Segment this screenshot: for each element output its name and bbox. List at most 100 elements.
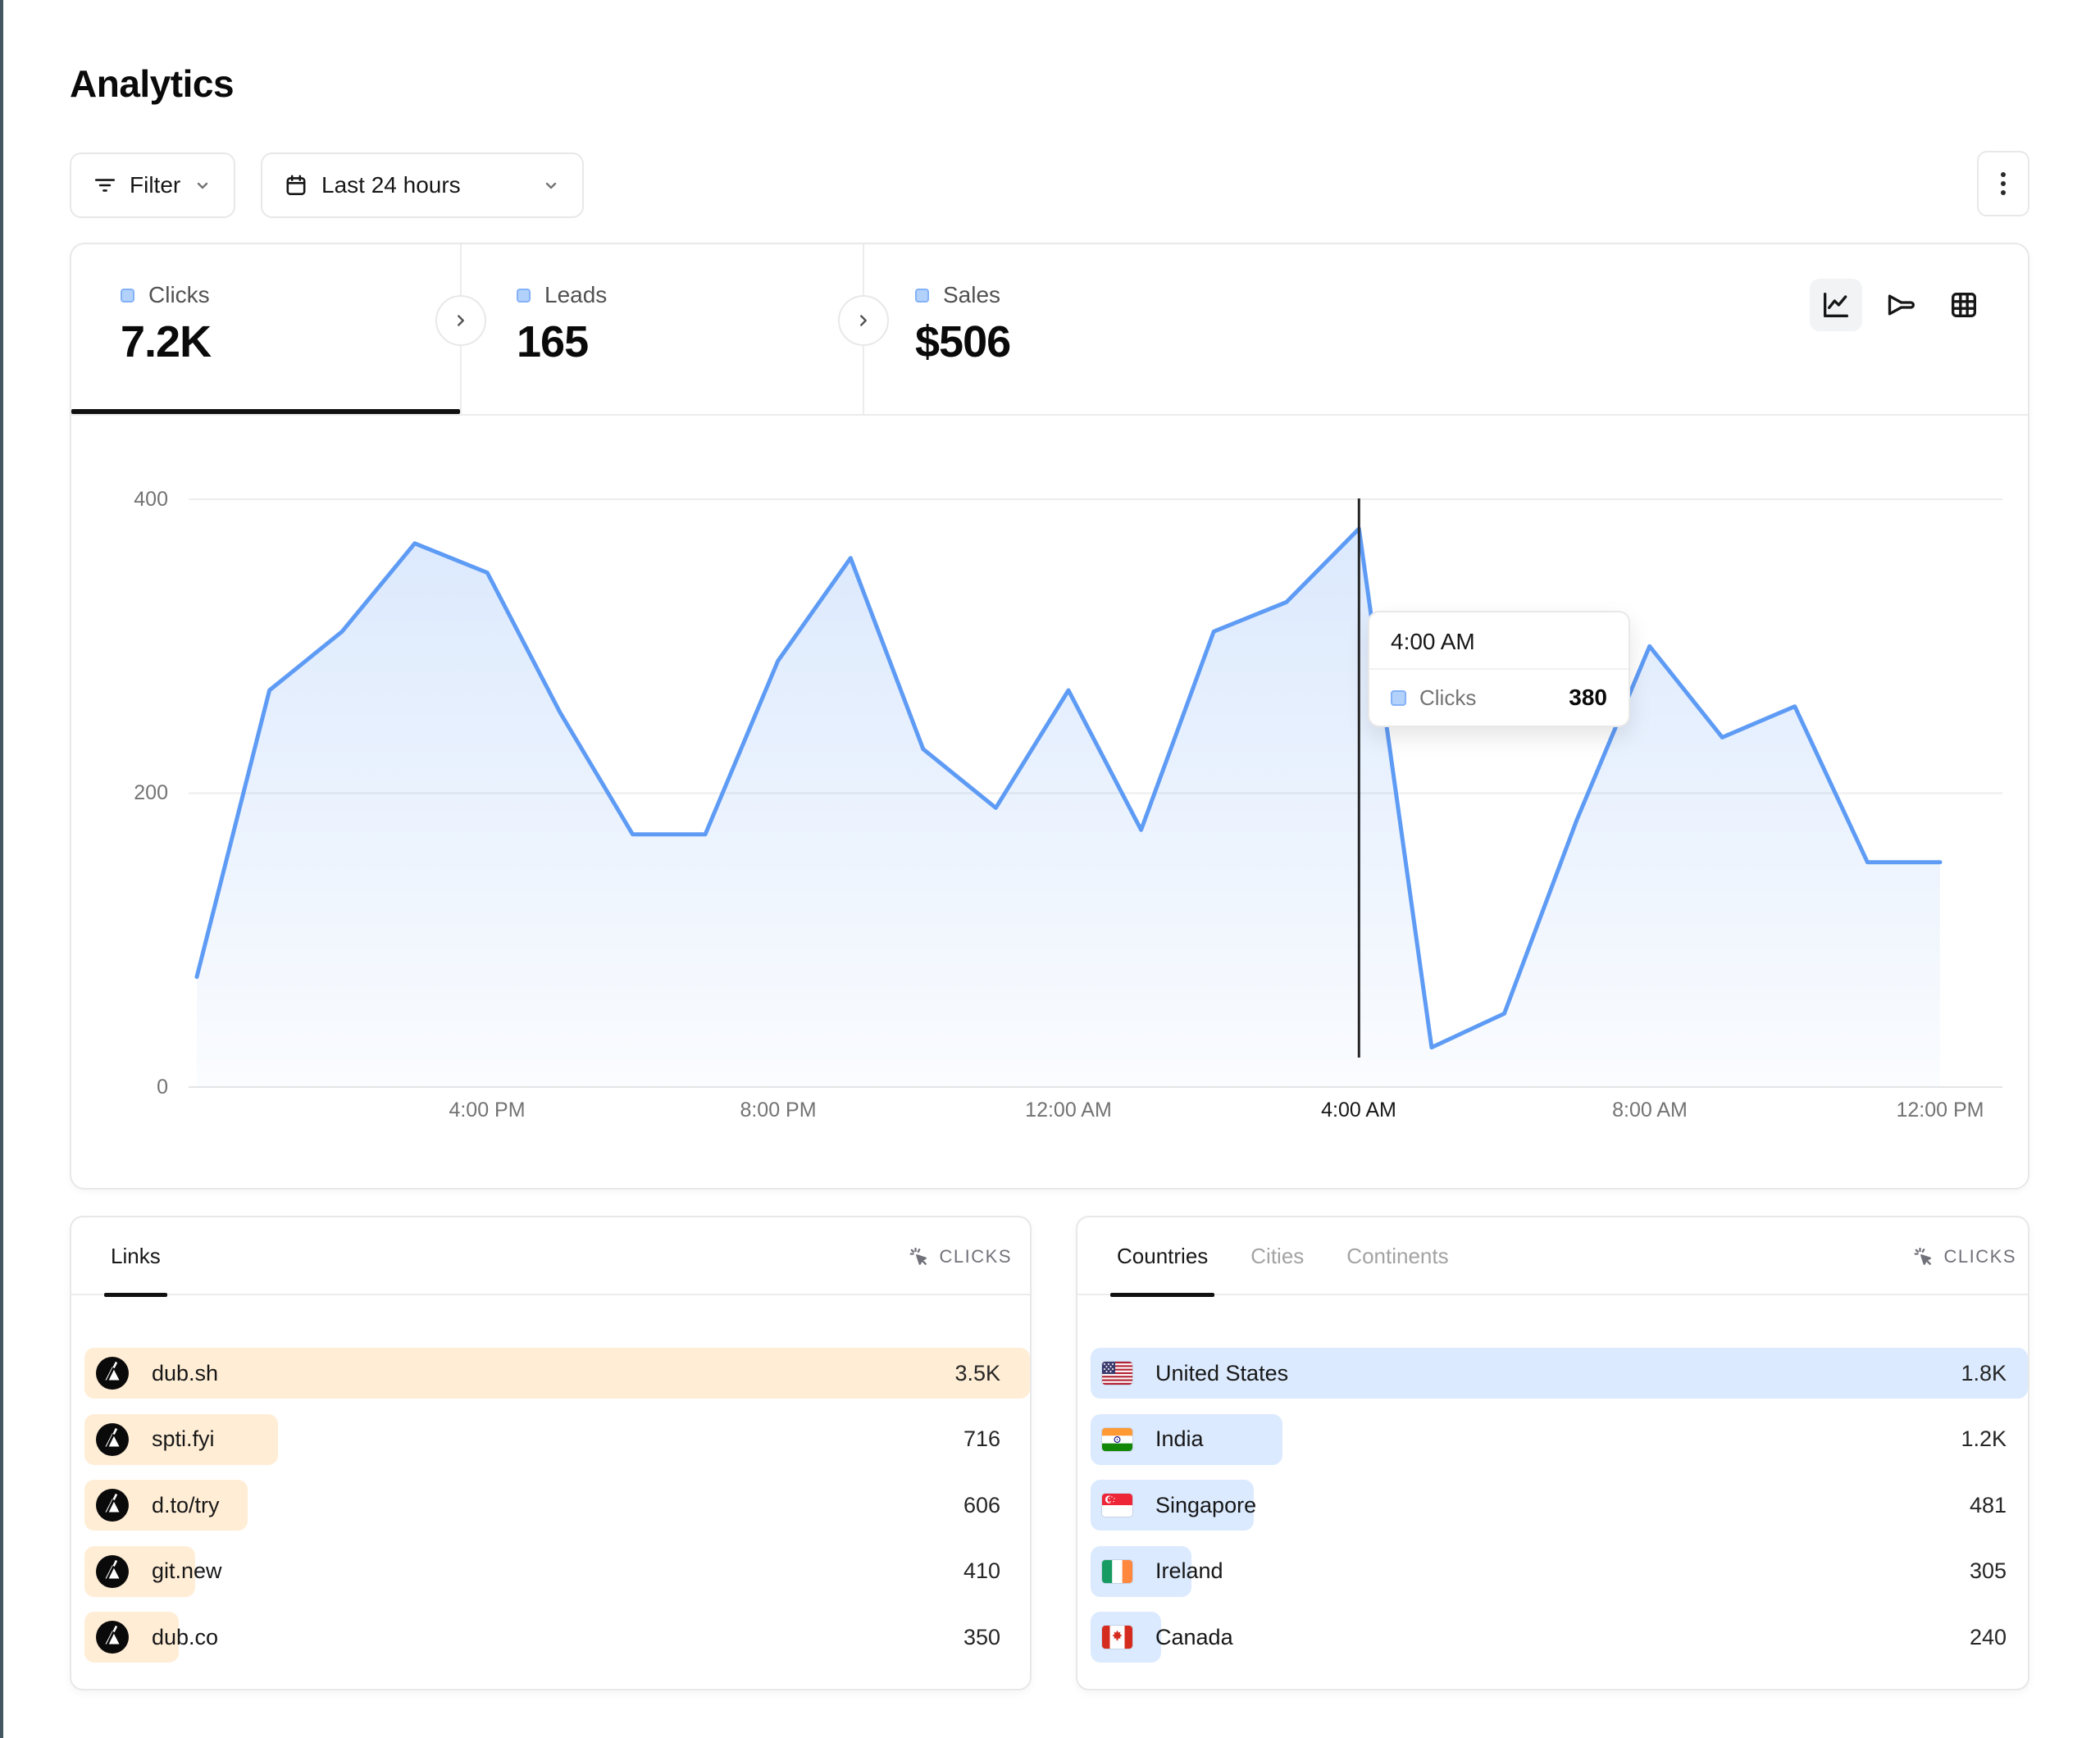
tooltip-time: 4:00 AM (1369, 612, 1629, 670)
tab-leads[interactable]: Leads 165 (462, 244, 863, 416)
country-row[interactable]: Ireland 305 (1091, 1545, 2028, 1597)
left-edge-divider (0, 0, 3, 1738)
tooltip-series-label: Clicks (1419, 685, 1477, 710)
x-tick: 12:00 AM (1025, 1099, 1112, 1122)
stat-value: $506 (915, 317, 1011, 366)
page-title: Analytics (70, 62, 235, 105)
flag-singapore-icon (1102, 1494, 1132, 1517)
clicks-line (194, 526, 1943, 1050)
chevron-right-icon (452, 312, 470, 330)
filter-button-label: Filter (130, 172, 181, 198)
link-clicks-value: 410 (963, 1558, 1000, 1583)
geo-metric-button[interactable]: CLICKS (1911, 1217, 2016, 1295)
y-tick-400: 400 (134, 488, 168, 511)
country-clicks-value: 240 (1969, 1624, 2007, 1649)
kebab-menu-icon (1992, 170, 2015, 198)
country-row[interactable]: Singapore 481 (1091, 1480, 2028, 1531)
country-row[interactable]: Canada 240 (1091, 1612, 2028, 1663)
table-view-button[interactable] (1938, 279, 1990, 331)
filter-button[interactable]: Filter (70, 152, 236, 218)
dub-logo-icon (96, 1621, 129, 1654)
link-row[interactable]: d.to/try 606 (84, 1480, 1030, 1531)
cursor-click-icon (1911, 1245, 1934, 1268)
stat-label: Sales (943, 282, 1001, 307)
line-chart-icon (1820, 289, 1852, 321)
x-tick-hovered: 4:00 AM (1321, 1099, 1396, 1122)
dub-logo-icon (96, 1357, 129, 1390)
country-clicks-value: 481 (1969, 1492, 2007, 1517)
chevron-down-icon (193, 175, 212, 195)
links-rows: dub.sh 3.5K spti.fyi 716 d.to/try 606 (84, 1348, 1030, 1678)
stat-value: 7.2K (121, 317, 212, 366)
tooltip-value: 380 (1569, 685, 1607, 710)
x-tick: 12:00 PM (1896, 1099, 1984, 1122)
chart-view-switcher (1810, 279, 1990, 331)
flag-ireland-icon (1102, 1559, 1132, 1583)
stat-value: 165 (517, 317, 589, 366)
x-tick: 8:00 PM (740, 1099, 817, 1122)
links-metric-button[interactable]: CLICKS (907, 1217, 1012, 1295)
x-tick: 8:00 AM (1612, 1099, 1688, 1122)
line-chart-view-button[interactable] (1810, 279, 1862, 331)
link-row[interactable]: spti.fyi 716 (84, 1413, 1030, 1465)
leads-legend-swatch (517, 288, 531, 303)
chart-tooltip: 4:00 AM Clicks 380 (1368, 611, 1630, 727)
country-clicks-value: 1.2K (1961, 1426, 2007, 1451)
flag-india-icon (1102, 1427, 1132, 1451)
geo-panel: Countries Cities Continents CLICKS (1076, 1216, 2029, 1690)
tab-sales[interactable]: Sales $506 (864, 244, 1253, 416)
clicks-legend-swatch (121, 288, 134, 303)
link-clicks-value: 3.5K (954, 1360, 1000, 1385)
y-tick-0: 0 (157, 1076, 168, 1099)
flag-us-icon (1102, 1362, 1132, 1385)
more-menu-button[interactable] (1977, 151, 2029, 216)
clicks-area-chart[interactable] (189, 475, 2002, 1107)
dub-logo-icon (96, 1422, 129, 1456)
stat-tabs: Clicks 7.2K Leads 165 (71, 244, 2028, 416)
links-metric-label: CLICKS (939, 1245, 1012, 1267)
link-clicks-value: 716 (963, 1426, 1000, 1451)
country-row[interactable]: India 1.2K (1091, 1413, 2028, 1465)
filter-icon (93, 173, 117, 198)
tab-continents[interactable]: Continents (1346, 1244, 1449, 1268)
tab-clicks[interactable]: Clicks 7.2K (71, 244, 460, 416)
geo-rows: United States 1.8K India 1.2K (1091, 1348, 2028, 1678)
date-range-label: Last 24 hours (321, 172, 461, 198)
cursor-click-icon (907, 1245, 930, 1268)
country-clicks-value: 305 (1969, 1558, 2007, 1583)
tab-countries[interactable]: Countries (1109, 1217, 1215, 1297)
tab-cities[interactable]: Cities (1250, 1244, 1305, 1268)
country-bar (1091, 1348, 2028, 1399)
dub-logo-icon (96, 1554, 129, 1588)
geo-metric-label: CLICKS (1943, 1245, 2016, 1267)
chevron-down-icon (541, 175, 561, 195)
stat-label: Clicks (148, 282, 210, 307)
next-tab-button-2[interactable] (838, 295, 889, 346)
link-clicks-value: 606 (963, 1492, 1000, 1517)
link-row[interactable]: dub.co 350 (84, 1612, 1030, 1663)
active-tab-underline (71, 409, 460, 414)
country-row[interactable]: United States 1.8K (1091, 1348, 2028, 1399)
links-panel: Links CLICKS dub.sh (70, 1216, 1032, 1690)
flag-canada-icon (1102, 1626, 1132, 1649)
links-panel-header: Links CLICKS (71, 1217, 1030, 1297)
grid-table-icon (1947, 289, 1980, 321)
date-range-button[interactable]: Last 24 hours (261, 152, 584, 218)
stat-label: Leads (544, 282, 608, 307)
tooltip-legend-swatch (1391, 689, 1406, 706)
x-tick: 4:00 PM (449, 1099, 526, 1122)
funnel-icon (1884, 289, 1916, 321)
link-row[interactable]: git.new 410 (84, 1545, 1030, 1597)
funnel-view-button[interactable] (1874, 279, 1926, 331)
geo-panel-header: Countries Cities Continents CLICKS (1077, 1217, 2028, 1297)
calendar-icon (284, 173, 308, 198)
dub-logo-icon (96, 1489, 129, 1522)
link-row[interactable]: dub.sh 3.5K (84, 1348, 1030, 1399)
sales-legend-swatch (915, 288, 929, 303)
tab-links[interactable]: Links (104, 1217, 167, 1297)
link-clicks-value: 350 (963, 1624, 1000, 1649)
next-tab-button-1[interactable] (435, 295, 486, 346)
link-bar (84, 1348, 1030, 1399)
area-fill (197, 528, 1940, 1087)
